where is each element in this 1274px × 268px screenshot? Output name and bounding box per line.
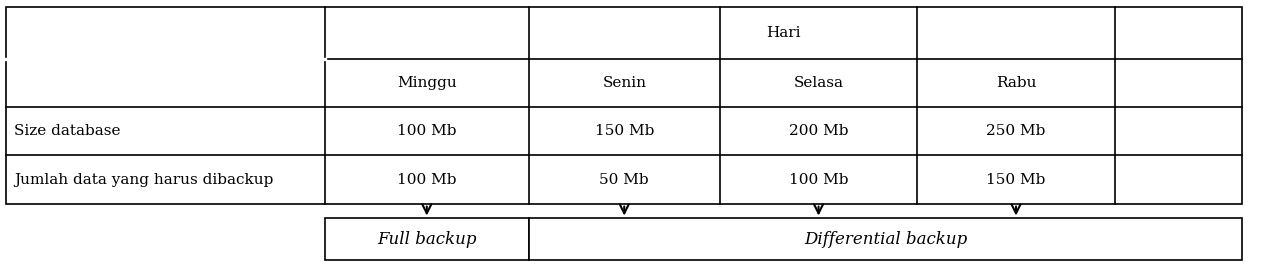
Text: Size database: Size database xyxy=(14,124,121,138)
Text: Senin: Senin xyxy=(603,76,646,90)
Text: 150 Mb: 150 Mb xyxy=(986,173,1046,187)
Text: Selasa: Selasa xyxy=(794,76,843,90)
Text: 100 Mb: 100 Mb xyxy=(397,124,456,138)
Text: 150 Mb: 150 Mb xyxy=(595,124,654,138)
Bar xyxy=(529,218,1242,260)
Text: 100 Mb: 100 Mb xyxy=(397,173,456,187)
Text: Minggu: Minggu xyxy=(397,76,456,90)
Bar xyxy=(325,218,529,260)
Text: Differential backup: Differential backup xyxy=(804,231,967,248)
Text: Rabu: Rabu xyxy=(996,76,1036,90)
Text: Full backup: Full backup xyxy=(377,231,476,248)
Bar xyxy=(6,7,1242,204)
Text: Jumlah data yang harus dibackup: Jumlah data yang harus dibackup xyxy=(14,173,274,187)
Text: 50 Mb: 50 Mb xyxy=(600,173,648,187)
Text: 100 Mb: 100 Mb xyxy=(789,173,848,187)
Text: Hari: Hari xyxy=(766,26,801,40)
Text: 200 Mb: 200 Mb xyxy=(789,124,848,138)
Text: 250 Mb: 250 Mb xyxy=(986,124,1046,138)
